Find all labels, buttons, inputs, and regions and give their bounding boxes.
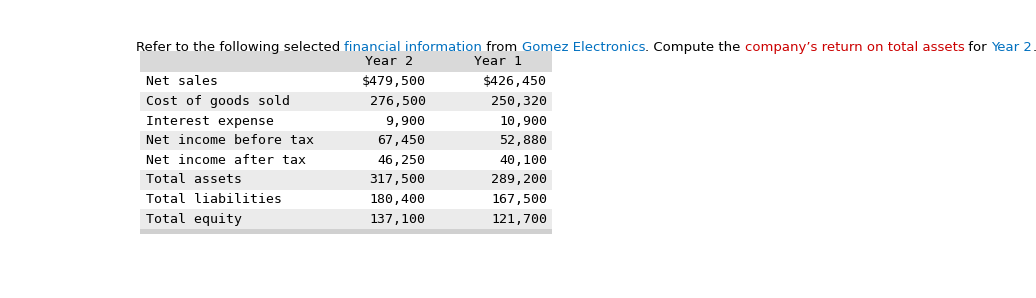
Text: Total liabilities: Total liabilities [146, 193, 282, 206]
Text: Interest expense: Interest expense [146, 114, 274, 128]
Text: 137,100: 137,100 [370, 213, 426, 226]
Text: Year 1: Year 1 [473, 55, 521, 68]
Text: 121,700: 121,700 [491, 213, 547, 226]
Text: 289,200: 289,200 [491, 173, 547, 187]
Text: Total assets: Total assets [146, 173, 241, 187]
Bar [140, 170, 552, 190]
Text: 317,500: 317,500 [370, 173, 426, 187]
Text: .: . [1032, 41, 1036, 54]
Text: . Compute the: . Compute the [645, 41, 745, 54]
Text: company’s return on total assets: company’s return on total assets [745, 41, 965, 54]
Text: $479,500: $479,500 [362, 75, 426, 88]
Bar [140, 229, 552, 235]
Text: 67,450: 67,450 [377, 134, 426, 147]
Text: 276,500: 276,500 [370, 95, 426, 108]
Text: 10,900: 10,900 [499, 114, 547, 128]
Text: Net sales: Net sales [146, 75, 218, 88]
Text: 180,400: 180,400 [370, 193, 426, 206]
Text: 40,100: 40,100 [499, 154, 547, 167]
Text: for: for [965, 41, 991, 54]
Text: Total equity: Total equity [146, 213, 241, 226]
Text: Gomez Electronics: Gomez Electronics [521, 41, 645, 54]
Text: 167,500: 167,500 [491, 193, 547, 206]
Text: financial information: financial information [344, 41, 482, 54]
Text: 250,320: 250,320 [491, 95, 547, 108]
Text: Refer to the following selected: Refer to the following selected [136, 41, 344, 54]
Bar [140, 51, 552, 72]
Text: 52,880: 52,880 [499, 134, 547, 147]
Bar [140, 131, 552, 150]
Bar [140, 209, 552, 229]
Text: $426,450: $426,450 [483, 75, 547, 88]
Text: 9,900: 9,900 [385, 114, 426, 128]
Text: Cost of goods sold: Cost of goods sold [146, 95, 290, 108]
Bar [140, 91, 552, 111]
Text: Net income after tax: Net income after tax [146, 154, 306, 167]
Text: Net income before tax: Net income before tax [146, 134, 314, 147]
Text: Year 2: Year 2 [991, 41, 1032, 54]
Bar [140, 111, 552, 131]
Text: Year 2: Year 2 [365, 55, 413, 68]
Bar [140, 72, 552, 91]
Text: from: from [482, 41, 521, 54]
Text: 46,250: 46,250 [377, 154, 426, 167]
Bar [140, 190, 552, 209]
Bar [140, 150, 552, 170]
